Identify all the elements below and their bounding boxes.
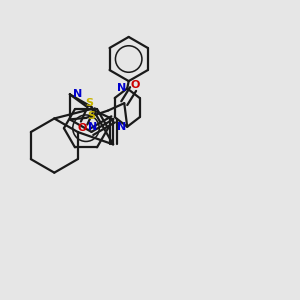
Text: N: N [73, 89, 82, 99]
Text: N: N [117, 83, 126, 94]
Text: S: S [87, 111, 95, 122]
Text: O: O [78, 123, 87, 134]
Text: N: N [88, 122, 98, 132]
Text: N: N [117, 122, 126, 132]
Text: S: S [85, 98, 94, 108]
Text: O: O [131, 80, 140, 90]
